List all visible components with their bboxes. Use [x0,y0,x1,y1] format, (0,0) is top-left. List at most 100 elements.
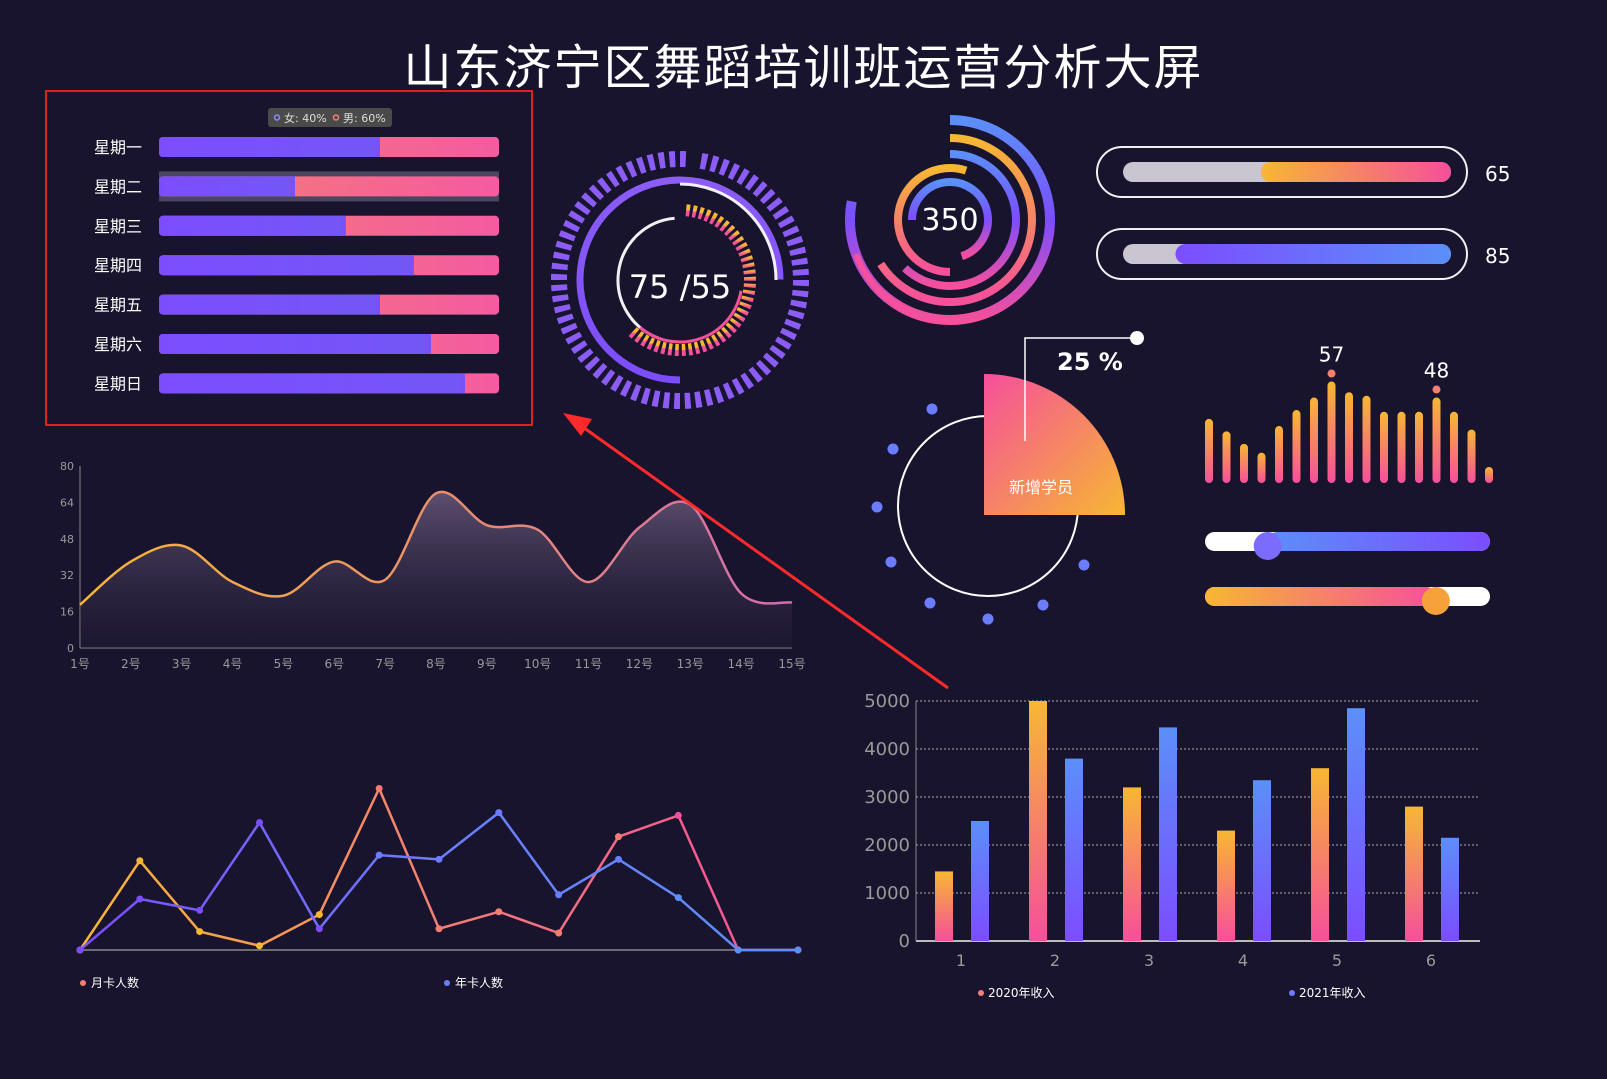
series-point [615,833,622,841]
inner-segment [691,205,698,218]
vertical-bar [1222,431,1231,483]
vertical-bar [1380,411,1388,483]
series-point [315,925,323,933]
outer-segment [784,318,802,330]
x-tick-label: 1 [956,951,966,970]
progress-bar-2-label: 85 [1485,244,1511,268]
income-bar [1405,806,1423,941]
vertical-bar [1240,443,1248,483]
vertical-bar [1345,392,1353,483]
x-tick-label: 15号 [778,657,805,671]
radial-arc-accent [853,253,917,317]
inner-segment [724,224,736,236]
outer-segment [625,160,638,178]
series-point [674,894,682,902]
inner-segment [742,289,756,296]
ring-gauge-value: 75 /55 [628,268,732,306]
outer-segment [718,158,730,176]
orbit-dot [926,403,938,415]
y-tick-label: 3000 [864,787,910,808]
bar-female [159,215,346,236]
bar-female [159,176,295,197]
outer-segment [588,184,605,201]
inner-segment [703,209,712,222]
slider-knob [1253,532,1282,560]
series-point [794,946,802,954]
outer-segment [777,215,795,229]
outer-segment [558,230,576,242]
highlight-box [45,90,533,426]
outer-segment [619,379,633,397]
income-bar [1217,830,1235,941]
outer-segment [755,359,772,376]
bar-female [159,334,431,354]
daily-area-chart: 0 16 32 48 64 80 1号 2号 3号 4号 5号 6号 7号 8号 9号 10号 11号 12号 13… [60,460,806,671]
outer-segment [772,206,790,220]
x-tick-label: 6号 [324,657,344,671]
outer-segment [787,309,805,320]
inner-segment [735,242,748,252]
white-arc-1 [679,182,778,281]
slider-fill [1205,587,1436,606]
inner-segment [667,343,673,356]
bar-female-edge [342,215,346,236]
legend-label: 年卡人数 [455,975,503,990]
x-tick-label: 13号 [677,657,704,671]
bar-female-edge [410,255,414,276]
x-tick-label: 5号 [274,657,294,671]
inner-segment [709,212,719,225]
vertical-bar [1467,429,1476,483]
outer-segment [762,352,779,368]
income-bar [1029,701,1047,941]
annotation-dot [1327,369,1336,378]
inner-segment [710,334,721,347]
series-point [435,855,443,863]
x-tick-label: 5 [1332,951,1342,970]
y-tick-label: 0 [67,642,74,655]
y-tick-label: 48 [60,533,74,546]
outer-segment [791,257,808,266]
outer-segment [606,170,620,188]
outer-segment [748,366,763,383]
vertical-bar [1327,381,1336,483]
outer-segment [752,181,768,198]
orbit-dot [982,613,994,625]
annotation-label: 48 [1424,359,1449,383]
income-bar [1347,708,1365,941]
series-point [136,895,144,903]
vertical-bar [1397,411,1406,483]
inner-segment [699,339,708,353]
outer-segment [570,340,588,354]
category-label: 星期五 [94,296,142,315]
inner-pink-arc [639,290,743,344]
radial-arc [908,178,992,260]
legend-male-label: 男: 60% [343,112,386,125]
vertical-bar [1432,397,1441,483]
inner-segment [732,235,745,246]
outer-segment [592,362,608,379]
series-point [555,929,563,937]
y-tick-label: 2000 [864,835,910,856]
outer-segment [759,188,776,205]
x-tick-label: 9号 [477,657,497,671]
inner-segment [687,343,694,356]
leader-line [1024,337,1137,441]
area-fill [80,491,792,648]
inner-segment [693,341,701,355]
series-point [555,891,563,899]
outer-segment [791,289,809,298]
radial-arc [877,134,1036,306]
bar-female-edge [376,294,380,315]
y-tick-label: 32 [60,569,74,582]
income-bar [1065,758,1083,941]
legend-marker-female [273,114,281,121]
outer-segment [775,336,792,350]
outer-segment [709,155,720,173]
y-tick-label: 1000 [864,883,910,904]
bar-female-edge [376,137,380,157]
progress-bars [1096,146,1468,280]
progress-track-outline [1096,146,1468,198]
outer-segment [779,327,797,341]
legend-label: 月卡人数 [91,975,139,990]
page-title: 山东济宁区舞蹈培训班运营分析大屏 [403,40,1204,96]
